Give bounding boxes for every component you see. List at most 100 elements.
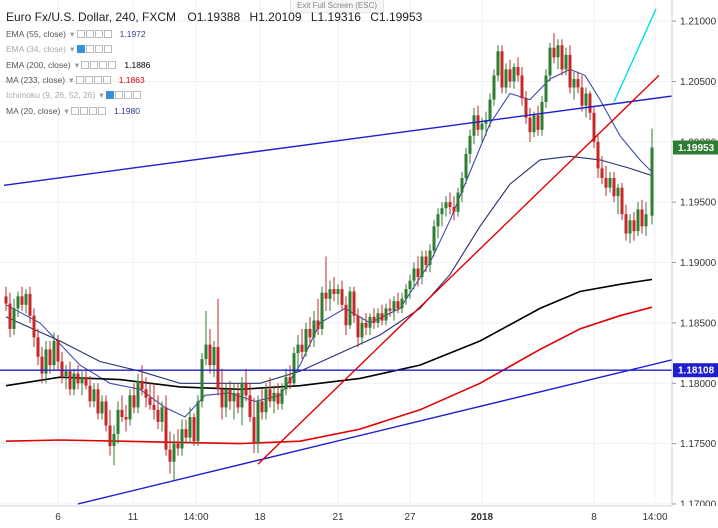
candle-body [424,256,428,265]
candle-up [472,108,476,145]
candle-down [84,368,88,390]
candle-down [580,75,584,112]
candle-down [68,361,72,396]
eye-icon[interactable] [70,106,79,115]
candle-body [116,409,120,434]
eye-icon[interactable] [76,45,85,54]
settings-icon[interactable] [84,75,93,84]
eye-icon[interactable] [105,91,114,100]
more-icon[interactable] [99,60,108,69]
more-icon[interactable] [93,75,102,84]
more-icon[interactable] [94,45,103,54]
candle-body [304,328,308,352]
eye-icon[interactable] [81,60,90,69]
candle-down [104,395,108,432]
candle-down [144,377,148,408]
indicator-controls[interactable]: ▾ [75,60,118,71]
candle-body [448,202,452,208]
chevron-down-icon[interactable]: ▾ [69,74,76,85]
close-icon[interactable] [102,75,111,84]
candle-body [324,292,328,299]
close-icon[interactable] [103,45,112,54]
close-icon[interactable] [103,30,112,38]
chevron-down-icon[interactable]: ▾ [74,59,82,70]
candle-up [556,39,560,70]
indicator-row[interactable]: MA (233, close) ▾ 1.1863 [6,75,145,86]
candle-up [212,341,216,378]
candle-body [232,392,236,402]
candle-body [496,51,500,76]
candle-body [556,45,560,58]
candle-up [460,172,464,203]
indicator-controls[interactable]: ▾ [64,106,107,117]
close-icon[interactable] [132,91,141,100]
candle-body [76,373,80,384]
candle-down [632,211,636,241]
chevron-down-icon[interactable]: ▾ [70,29,77,39]
candle-down [552,33,556,64]
candle-up [64,365,68,390]
candle-up [264,383,268,420]
candle-body [376,313,380,323]
candle-body [252,417,256,444]
candle-body [592,112,596,142]
close-icon[interactable] [97,106,106,115]
chevron-down-icon[interactable]: ▾ [64,105,71,116]
exit-fullscreen-button[interactable]: Exit Full Screen (ESC) [290,0,385,13]
settings-icon[interactable] [90,60,99,69]
candle-body [120,409,124,418]
ohlc-high: H1.20109 [249,10,302,24]
price-tick-label: 1.18500 [680,318,717,329]
candle-body [524,98,528,118]
last-price-label: 1.19953 [673,140,718,155]
candle-up [456,187,460,217]
candle-body [208,344,212,366]
indicator-controls[interactable]: ▾ [69,75,112,86]
candle-up [172,433,176,480]
candle-body [40,356,44,374]
indicator-controls[interactable]: ▾ [70,44,113,55]
settings-icon[interactable] [114,91,123,100]
eye-icon[interactable] [75,75,84,84]
candle-up [420,250,424,285]
candle-body [204,344,208,360]
channel-top-line [3,91,701,186]
candle-body [196,401,200,442]
candle-up [544,69,548,109]
more-icon[interactable] [88,106,97,115]
price-label-bg [673,363,718,378]
chevron-down-icon[interactable]: ▾ [70,44,77,55]
candle-body [608,178,612,188]
candle-up [384,303,388,326]
candle-body [148,397,152,405]
close-icon[interactable] [108,60,117,69]
eye-icon[interactable] [76,30,85,38]
candle-body [280,389,284,404]
more-icon[interactable] [123,91,132,100]
candle-down [624,204,628,241]
candle-down [156,395,160,430]
indicator-row[interactable]: EMA (55, close) ▾ 1.1972 [6,29,146,40]
indicator-row[interactable]: Ichimoku (9, 26, 52, 26) ▾ [6,90,147,101]
candle-up [296,334,300,372]
more-icon[interactable] [94,30,103,38]
settings-icon[interactable] [85,30,94,38]
candle-body [488,99,492,121]
indicator-controls[interactable]: ▾ [99,90,142,101]
candle-body [8,303,12,329]
settings-icon[interactable] [85,45,94,54]
candle-up [272,385,276,414]
candle-body [616,187,620,197]
candle-body [580,87,584,106]
candle-down [448,192,452,215]
indicator-row[interactable]: EMA (200, close) ▾ 1.1886 [6,60,150,71]
indicator-row[interactable]: EMA (34, close) ▾ [6,44,118,55]
time-tick-label: 27 [404,512,416,523]
indicator-row[interactable]: MA (20, close) ▾ 1.1980 [6,106,140,117]
candle-up [368,313,372,335]
settings-icon[interactable] [79,106,88,115]
indicator-controls[interactable]: ▾ [70,29,113,40]
chevron-down-icon[interactable]: ▾ [99,90,106,101]
candle-down [340,280,344,311]
